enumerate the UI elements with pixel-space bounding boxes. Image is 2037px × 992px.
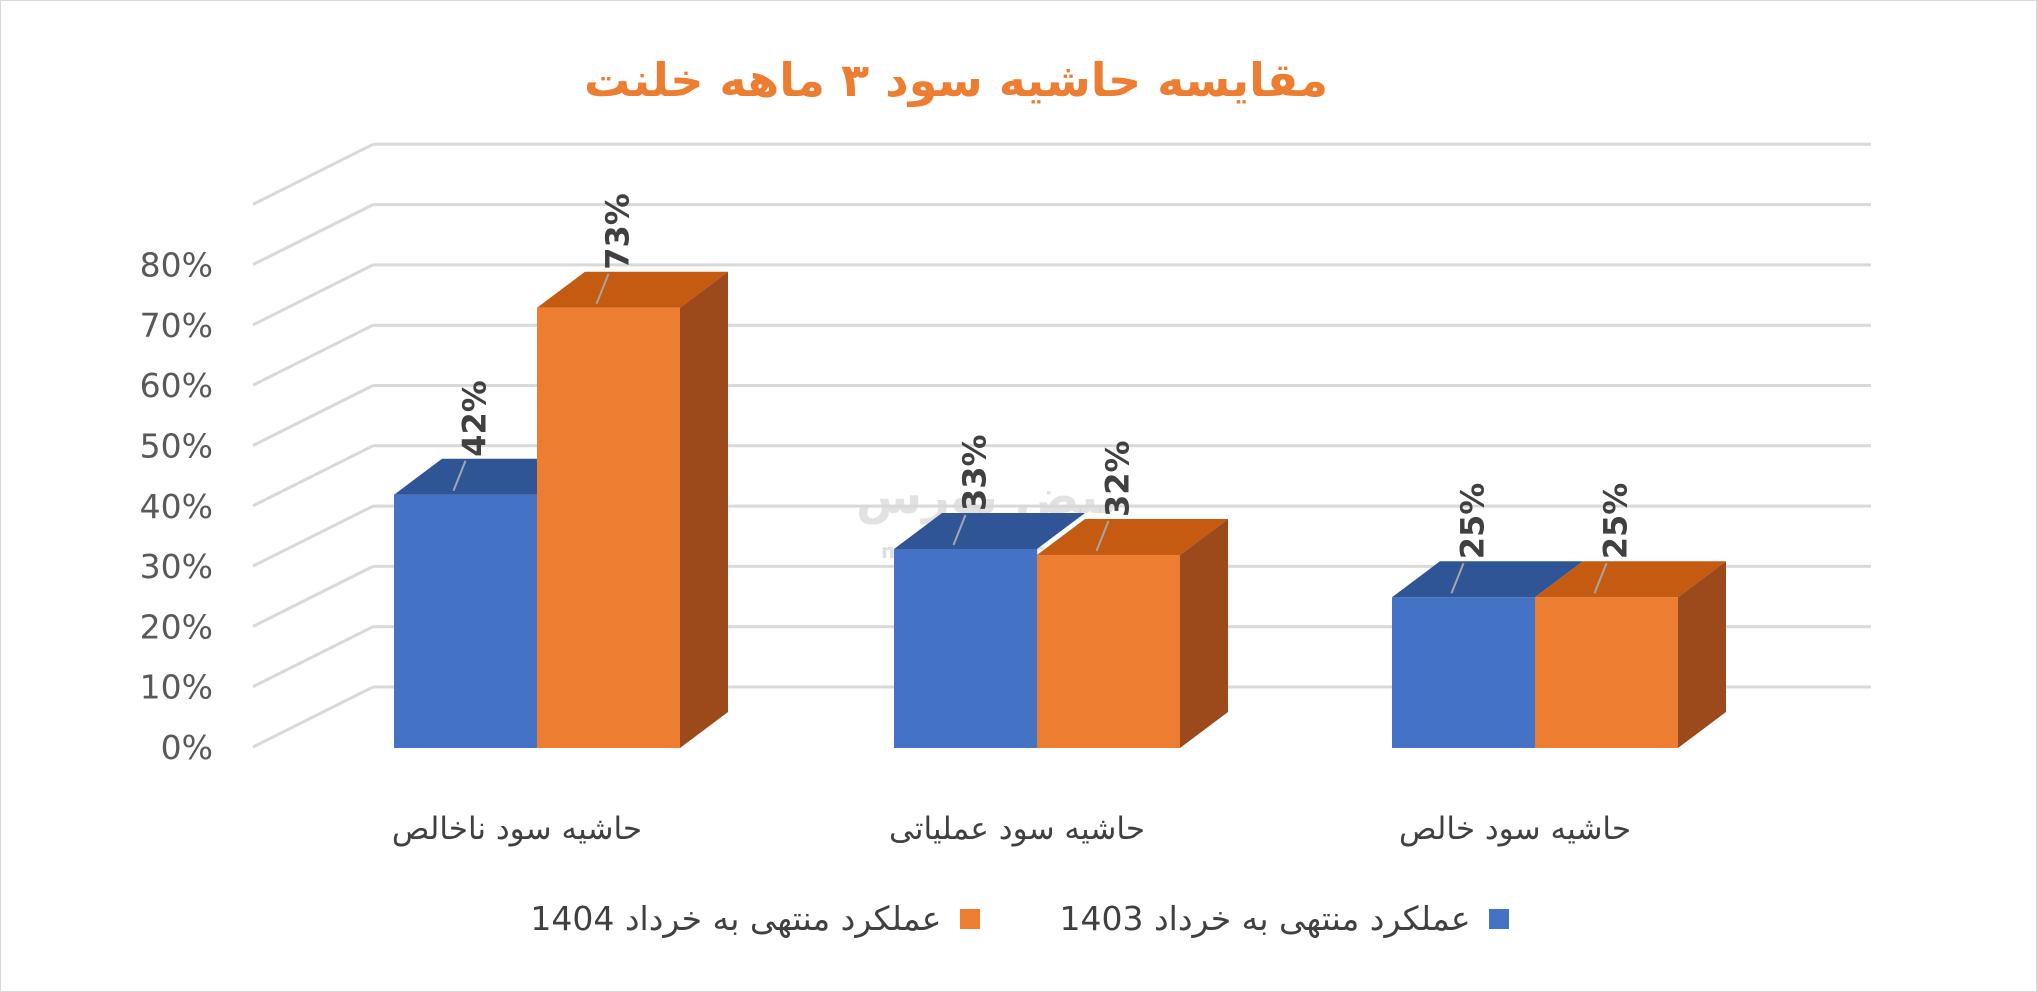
data-label-leader [1450,562,1465,594]
data-label-leader [952,514,967,546]
bar-top [1535,561,1726,598]
y-tick-label: 10% [140,668,213,707]
bar-front [1535,597,1678,748]
bar-top [894,513,1085,550]
data-label: 33% [956,434,994,511]
chart-title: مقایسه حاشیه سود ۳ ماهه خلنت [584,53,1328,107]
legend-item-1404: عملکرد منتهی به خرداد 1404 [530,899,980,938]
data-label-leader [595,273,610,305]
bar-top [537,271,728,308]
gridline-side [252,504,374,568]
legend-swatch-1403 [1488,908,1509,929]
gridline-side [252,263,374,327]
chart-plot: 0% 10% 20% 30% 40% 50% 60% 70% 80% 42% 73% حاشیه سو… [140,142,1871,847]
gridline-side [252,685,374,749]
data-label: 25% [1597,483,1635,560]
gridline-side [252,203,374,266]
legend-swatch-1404 [959,908,980,929]
y-tick-label: 70% [140,306,213,345]
data-label-leader [452,460,467,492]
y-tick-label: 0% [161,728,213,767]
bar-front [1392,597,1535,748]
bar-top [1392,561,1583,598]
bar-front [394,494,537,748]
data-label-leader [1593,562,1608,594]
bar-side [1180,519,1228,748]
bar-front [537,307,680,748]
y-tick-label: 50% [140,427,213,466]
y-tick-label: 80% [140,246,213,285]
y-tick-label: 60% [140,366,213,405]
gridline-side [252,142,374,206]
category-label: حاشیه سود عملیاتی [889,811,1145,847]
bar-front [894,549,1037,748]
legend-item-1403: عملکرد منتهی به خرداد 1403 [1060,899,1509,938]
gridline-side [252,625,374,689]
bar-top [1037,519,1228,556]
bar-side [1678,561,1726,748]
bar-side [680,271,728,748]
chart-legend: عملکرد منتهی به خرداد 1403 عملکرد منتهی … [1,899,2037,938]
category-label: حاشیه سود خالص [1399,811,1631,847]
gridline-side [252,565,374,628]
data-label-leader [1095,520,1110,552]
gridline-side [252,323,374,387]
gridline-side [252,444,374,508]
category-label: حاشیه سود ناخالص [392,811,642,847]
y-tick-label: 40% [140,487,213,526]
y-tick-label: 20% [140,607,213,646]
data-label: 25% [1454,483,1492,560]
y-tick-label: 30% [140,547,213,586]
data-label: 42% [456,380,494,457]
legend-label-1404: عملکرد منتهی به خرداد 1404 [530,899,942,938]
bar-front [1037,555,1180,748]
data-label: 32% [1099,440,1137,517]
data-label: 73% [599,193,637,270]
legend-label-1403: عملکرد منتهی به خرداد 1403 [1059,899,1471,938]
gridline-side [252,384,374,447]
